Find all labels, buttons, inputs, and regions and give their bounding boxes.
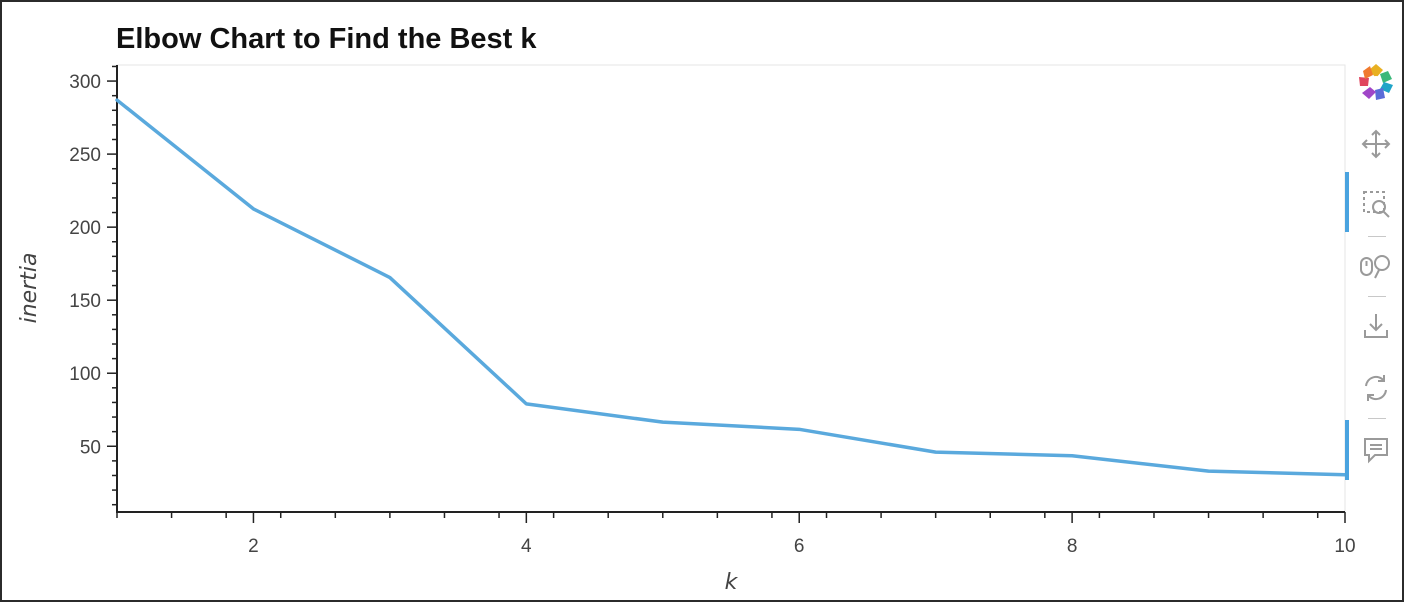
box-zoom-active-indicator	[1345, 172, 1349, 232]
pan-icon[interactable]	[1356, 124, 1396, 164]
wheel-zoom-icon[interactable]	[1356, 246, 1396, 286]
toolbar-divider	[1368, 296, 1386, 297]
y-tick-label: 50	[80, 437, 101, 458]
series-layer	[115, 98, 1347, 477]
series-line	[115, 98, 1347, 477]
axes: 50 100 150 200 250 300 2 4 6 8 10	[69, 65, 1356, 557]
y-tick-label: 300	[69, 72, 101, 93]
x-tick-label: 4	[521, 536, 532, 557]
toolbar-divider	[1368, 236, 1386, 237]
bokeh-logo-icon[interactable]	[1356, 62, 1396, 102]
chart-toolbar	[1342, 58, 1402, 480]
hover-icon[interactable]	[1356, 430, 1396, 470]
x-tick-label: 10	[1334, 536, 1355, 557]
y-tick-label: 150	[69, 291, 101, 312]
y-tick-label: 200	[69, 218, 101, 239]
hover-active-indicator	[1345, 420, 1349, 480]
x-tick-label: 2	[248, 536, 259, 557]
chart-title: Elbow Chart to Find the Best k	[116, 23, 537, 55]
x-tick-label: 6	[794, 536, 805, 557]
reset-icon[interactable]	[1356, 368, 1396, 408]
toolbar-divider	[1368, 418, 1386, 419]
box-zoom-icon[interactable]	[1356, 184, 1396, 224]
plot-area	[116, 64, 1346, 513]
y-axis-label: inertia	[17, 253, 42, 324]
y-tick-label: 250	[69, 145, 101, 166]
save-icon[interactable]	[1356, 306, 1396, 346]
x-axis-label: k	[725, 570, 739, 595]
x-tick-label: 8	[1067, 536, 1078, 557]
y-tick-label: 100	[69, 364, 101, 385]
